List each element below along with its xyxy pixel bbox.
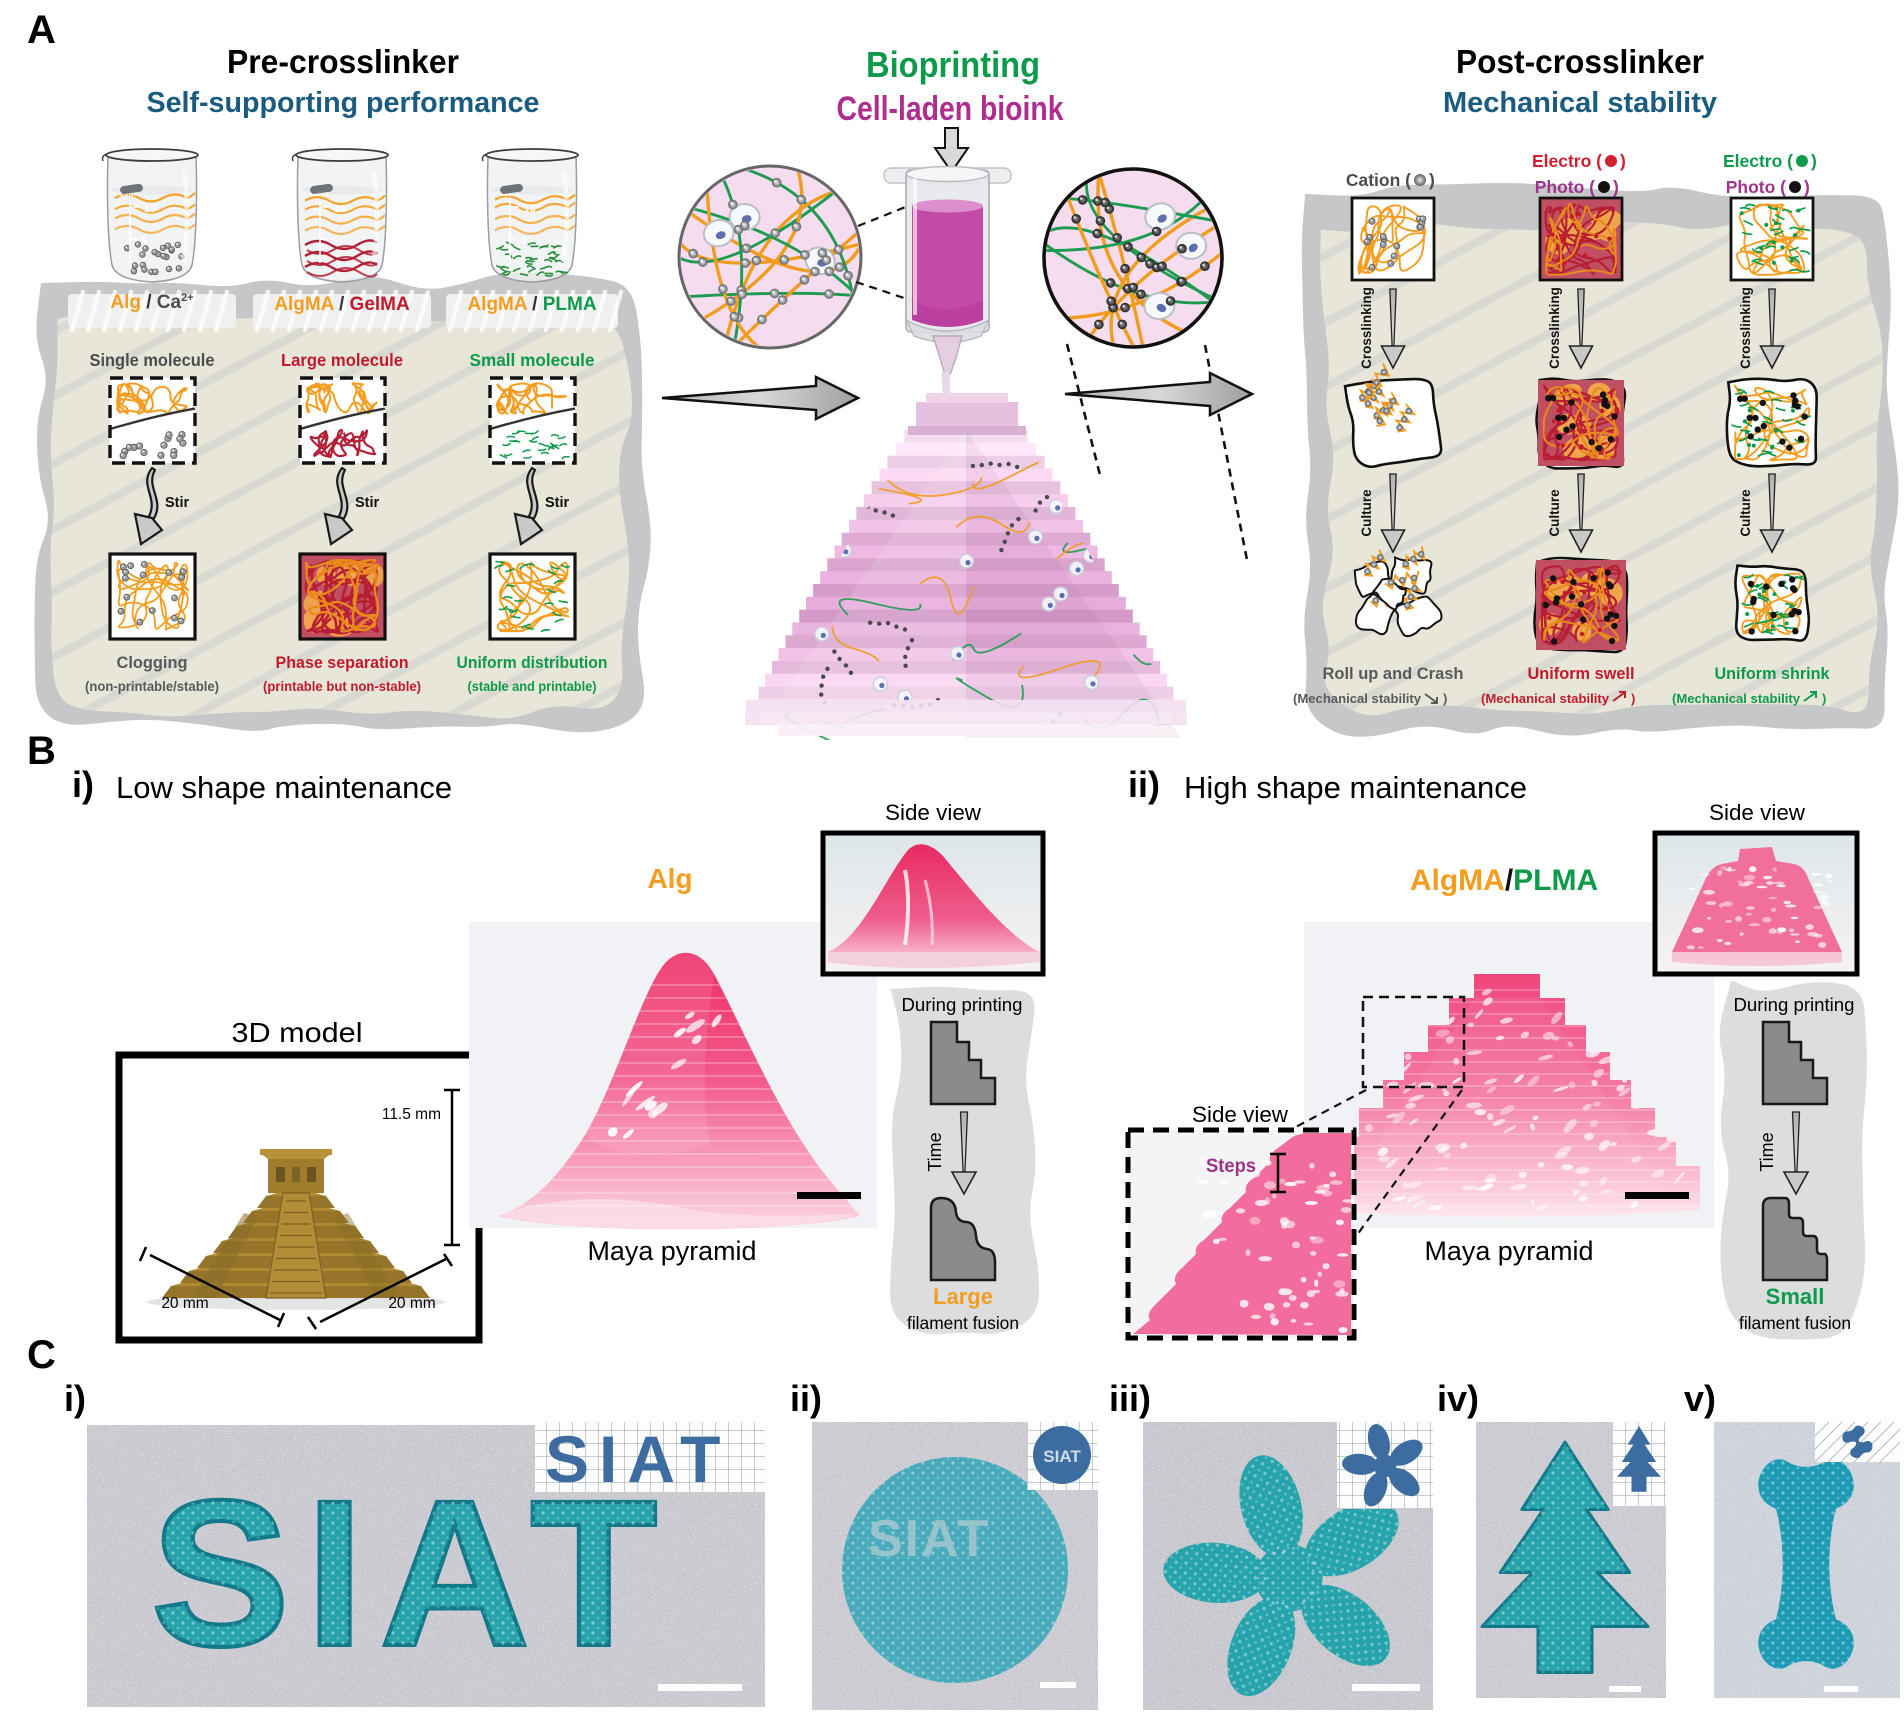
svg-text:Maya pyramid: Maya pyramid	[588, 1236, 757, 1266]
svg-text:SIAT: SIAT	[151, 1458, 673, 1690]
svg-text:): )	[1620, 151, 1626, 171]
svg-text:10: 10	[144, 203, 156, 215]
svg-text:ii): ii)	[790, 1378, 822, 1419]
svg-text:Roll up and Crash: Roll up and Crash	[1323, 665, 1464, 683]
svg-text:During printing: During printing	[1734, 994, 1855, 1015]
svg-text:): )	[1811, 151, 1817, 171]
svg-text:10: 10	[524, 203, 536, 215]
svg-text:Mechanical stability: Mechanical stability	[1443, 87, 1717, 119]
svg-text:Crosslinking: Crosslinking	[1359, 287, 1374, 369]
svg-text:i): i)	[64, 1378, 86, 1419]
svg-text:filament fusion: filament fusion	[1739, 1313, 1851, 1333]
svg-text:Small: Small	[1766, 1284, 1825, 1309]
svg-text:Post-crosslinker: Post-crosslinker	[1456, 43, 1704, 80]
svg-text:AlgMA/PLMA: AlgMA/PLMA	[1410, 864, 1598, 897]
svg-text:v): v)	[1684, 1378, 1716, 1419]
svg-text:10: 10	[334, 203, 346, 215]
svg-text:A: A	[27, 8, 56, 52]
svg-text:Single molecule: Single molecule	[90, 350, 215, 370]
svg-text:High shape maintenance: High shape maintenance	[1184, 770, 1527, 805]
svg-text:Pre-crosslinker: Pre-crosslinker	[227, 43, 459, 80]
svg-text:SIAT: SIAT	[151, 1458, 673, 1690]
svg-text:Photo (: Photo (	[1535, 177, 1595, 197]
svg-text:Large: Large	[933, 1284, 993, 1309]
svg-text:Self-supporting performance: Self-supporting performance	[147, 87, 540, 119]
svg-text:): )	[1631, 691, 1635, 706]
svg-text:Time: Time	[1757, 1132, 1777, 1171]
svg-text:Uniform swell: Uniform swell	[1528, 665, 1635, 683]
svg-text:SIAT: SIAT	[545, 1422, 730, 1496]
svg-text:11.5 mm: 11.5 mm	[382, 1106, 441, 1123]
svg-text:Uniform shrink: Uniform shrink	[1715, 665, 1831, 683]
svg-text:During printing: During printing	[902, 994, 1023, 1015]
svg-text:Photo (: Photo (	[1726, 177, 1786, 197]
svg-text:20 mm: 20 mm	[388, 1295, 435, 1312]
svg-text:Cell-laden bioink: Cell-laden bioink	[837, 90, 1064, 128]
svg-text:Stir: Stir	[355, 495, 380, 511]
svg-text:Crosslinking: Crosslinking	[1547, 287, 1562, 369]
svg-text:B: B	[27, 729, 56, 773]
svg-text:AlgMA / GelMA: AlgMA / GelMA	[274, 294, 410, 315]
svg-text:(stable and printable): (stable and printable)	[468, 679, 597, 694]
svg-text:Side view: Side view	[1192, 1102, 1288, 1127]
svg-text:Side view: Side view	[885, 800, 981, 825]
svg-text:): )	[1613, 177, 1619, 197]
svg-text:Alg / Ca2+: Alg / Ca2+	[110, 292, 193, 313]
svg-text:5: 5	[521, 235, 527, 247]
svg-text:Culture: Culture	[1547, 489, 1562, 537]
svg-text:Culture: Culture	[1738, 489, 1753, 537]
svg-text:Steps: Steps	[1206, 1156, 1256, 1177]
svg-text:Stir: Stir	[545, 495, 570, 511]
svg-text:(Mechanical stability: (Mechanical stability	[1481, 691, 1610, 706]
svg-text:Clogging: Clogging	[117, 654, 188, 672]
svg-text:Alg: Alg	[647, 863, 692, 894]
svg-text:): )	[1822, 691, 1826, 706]
svg-text:Electro (: Electro (	[1532, 151, 1602, 171]
svg-text:): )	[1804, 177, 1810, 197]
svg-text:(printable but non-stable): (printable but non-stable)	[263, 679, 421, 694]
svg-text:Side view: Side view	[1709, 800, 1805, 825]
svg-text:20 mm: 20 mm	[161, 1295, 208, 1312]
svg-text:Small molecule: Small molecule	[470, 350, 595, 370]
svg-text:Bioprinting: Bioprinting	[866, 44, 1040, 85]
svg-text:AlgMA / PLMA: AlgMA / PLMA	[467, 294, 596, 315]
svg-text:): )	[1443, 691, 1447, 706]
svg-text:Stir: Stir	[165, 495, 190, 511]
svg-text:Large molecule: Large molecule	[281, 350, 403, 370]
svg-text:Cation (: Cation (	[1346, 170, 1411, 190]
svg-text:(non-printable/stable): (non-printable/stable)	[85, 679, 219, 694]
svg-text:i): i)	[72, 764, 94, 805]
svg-text:iv): iv)	[1437, 1378, 1479, 1419]
svg-text:SIAT: SIAT	[1043, 1447, 1081, 1466]
svg-text:Electro (: Electro (	[1723, 151, 1793, 171]
svg-text:Maya pyramid: Maya pyramid	[1425, 1236, 1594, 1266]
svg-text:iii): iii)	[1109, 1378, 1151, 1419]
svg-text:Phase separation: Phase separation	[276, 654, 409, 672]
svg-text:SIAT: SIAT	[868, 1510, 991, 1568]
svg-text:(Mechanical stability: (Mechanical stability	[1293, 691, 1422, 706]
svg-text:filament fusion: filament fusion	[907, 1313, 1019, 1333]
svg-text:C: C	[27, 1333, 56, 1377]
svg-text:ii): ii)	[1128, 764, 1160, 805]
svg-text:Time: Time	[925, 1132, 945, 1171]
svg-text:Culture: Culture	[1359, 489, 1374, 537]
svg-text:Crosslinking: Crosslinking	[1738, 287, 1753, 369]
svg-text:5: 5	[331, 235, 337, 247]
svg-text:3D model: 3D model	[232, 1017, 363, 1048]
svg-text:5: 5	[141, 235, 147, 247]
svg-text:Low shape maintenance: Low shape maintenance	[116, 770, 452, 805]
svg-text:Uniform distribution: Uniform distribution	[457, 654, 608, 672]
svg-text:(Mechanical stability: (Mechanical stability	[1672, 691, 1801, 706]
svg-text:): )	[1429, 170, 1435, 190]
